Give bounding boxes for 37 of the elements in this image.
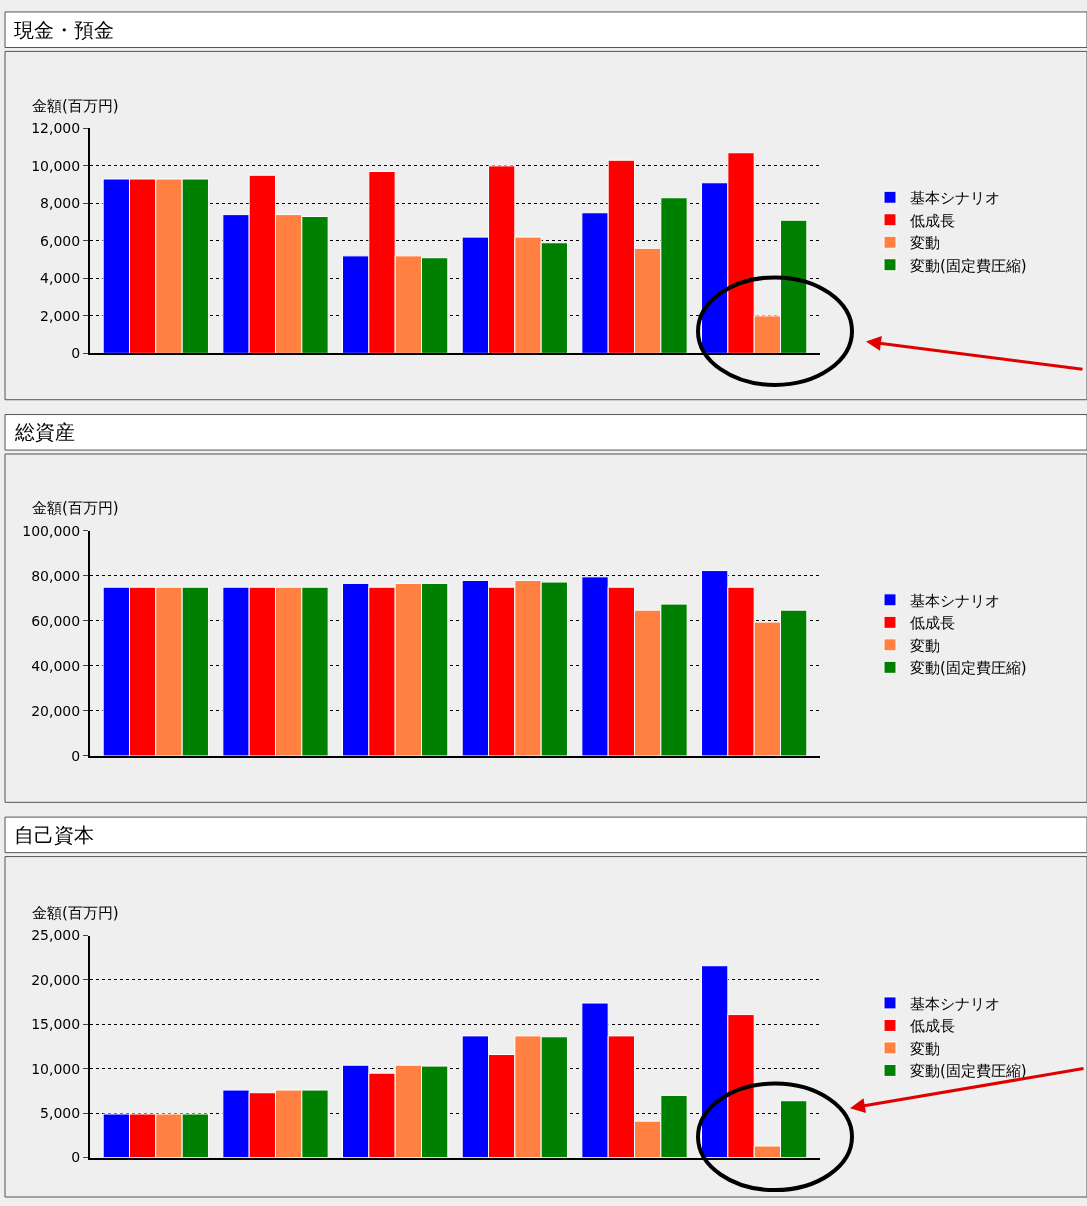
legend-label: 変動 bbox=[910, 636, 940, 655]
y-tick-label: 10,000 bbox=[31, 157, 81, 174]
y-tick-label: 4,000 bbox=[40, 270, 81, 287]
y-tick-label: 80,000 bbox=[31, 567, 81, 584]
y-axis-title: 金額(百万円) bbox=[32, 499, 119, 517]
y-tick-label: 60,000 bbox=[31, 612, 81, 629]
legend-label: 変動 bbox=[910, 234, 940, 253]
y-tick-label: 25,000 bbox=[31, 927, 81, 944]
y-axis-title: 金額(百万円) bbox=[32, 97, 119, 115]
y-tick-label: 15,000 bbox=[31, 1016, 81, 1033]
legend-label: 基本シナリオ bbox=[910, 189, 1000, 208]
legend-label: 変動(固定費圧縮) bbox=[910, 659, 1027, 678]
y-tick-label: 100,000 bbox=[22, 522, 81, 539]
y-tick-label: 0 bbox=[71, 1149, 81, 1166]
y-tick-label: 20,000 bbox=[31, 702, 81, 719]
legend-label: 基本シナリオ bbox=[910, 591, 1000, 610]
y-tick-label: 5,000 bbox=[40, 1105, 81, 1122]
legend-label: 低成長 bbox=[910, 1017, 955, 1036]
legend-label: 低成長 bbox=[910, 211, 955, 230]
legend-label: 変動(固定費圧縮) bbox=[910, 1062, 1027, 1081]
y-tick-label: 0 bbox=[71, 747, 81, 764]
legend-label: 変動(固定費圧縮) bbox=[910, 256, 1027, 275]
y-tick-label: 8,000 bbox=[40, 195, 81, 212]
chart-title: 総資産 bbox=[14, 420, 75, 444]
y-tick-label: 10,000 bbox=[31, 1060, 81, 1077]
y-tick-label: 6,000 bbox=[40, 232, 81, 249]
y-tick-label: 20,000 bbox=[31, 971, 81, 988]
chart-title: 自己資本 bbox=[14, 823, 94, 847]
y-axis-title: 金額(百万円) bbox=[32, 904, 119, 922]
y-tick-label: 0 bbox=[71, 345, 81, 362]
legend-label: 変動 bbox=[910, 1039, 940, 1058]
y-tick-label: 12,000 bbox=[31, 120, 81, 137]
y-tick-label: 40,000 bbox=[31, 657, 81, 674]
y-tick-label: 2,000 bbox=[40, 307, 81, 324]
chart-title: 現金・預金 bbox=[14, 18, 114, 42]
legend-label: 低成長 bbox=[910, 614, 955, 633]
legend-label: 基本シナリオ bbox=[910, 994, 1000, 1013]
